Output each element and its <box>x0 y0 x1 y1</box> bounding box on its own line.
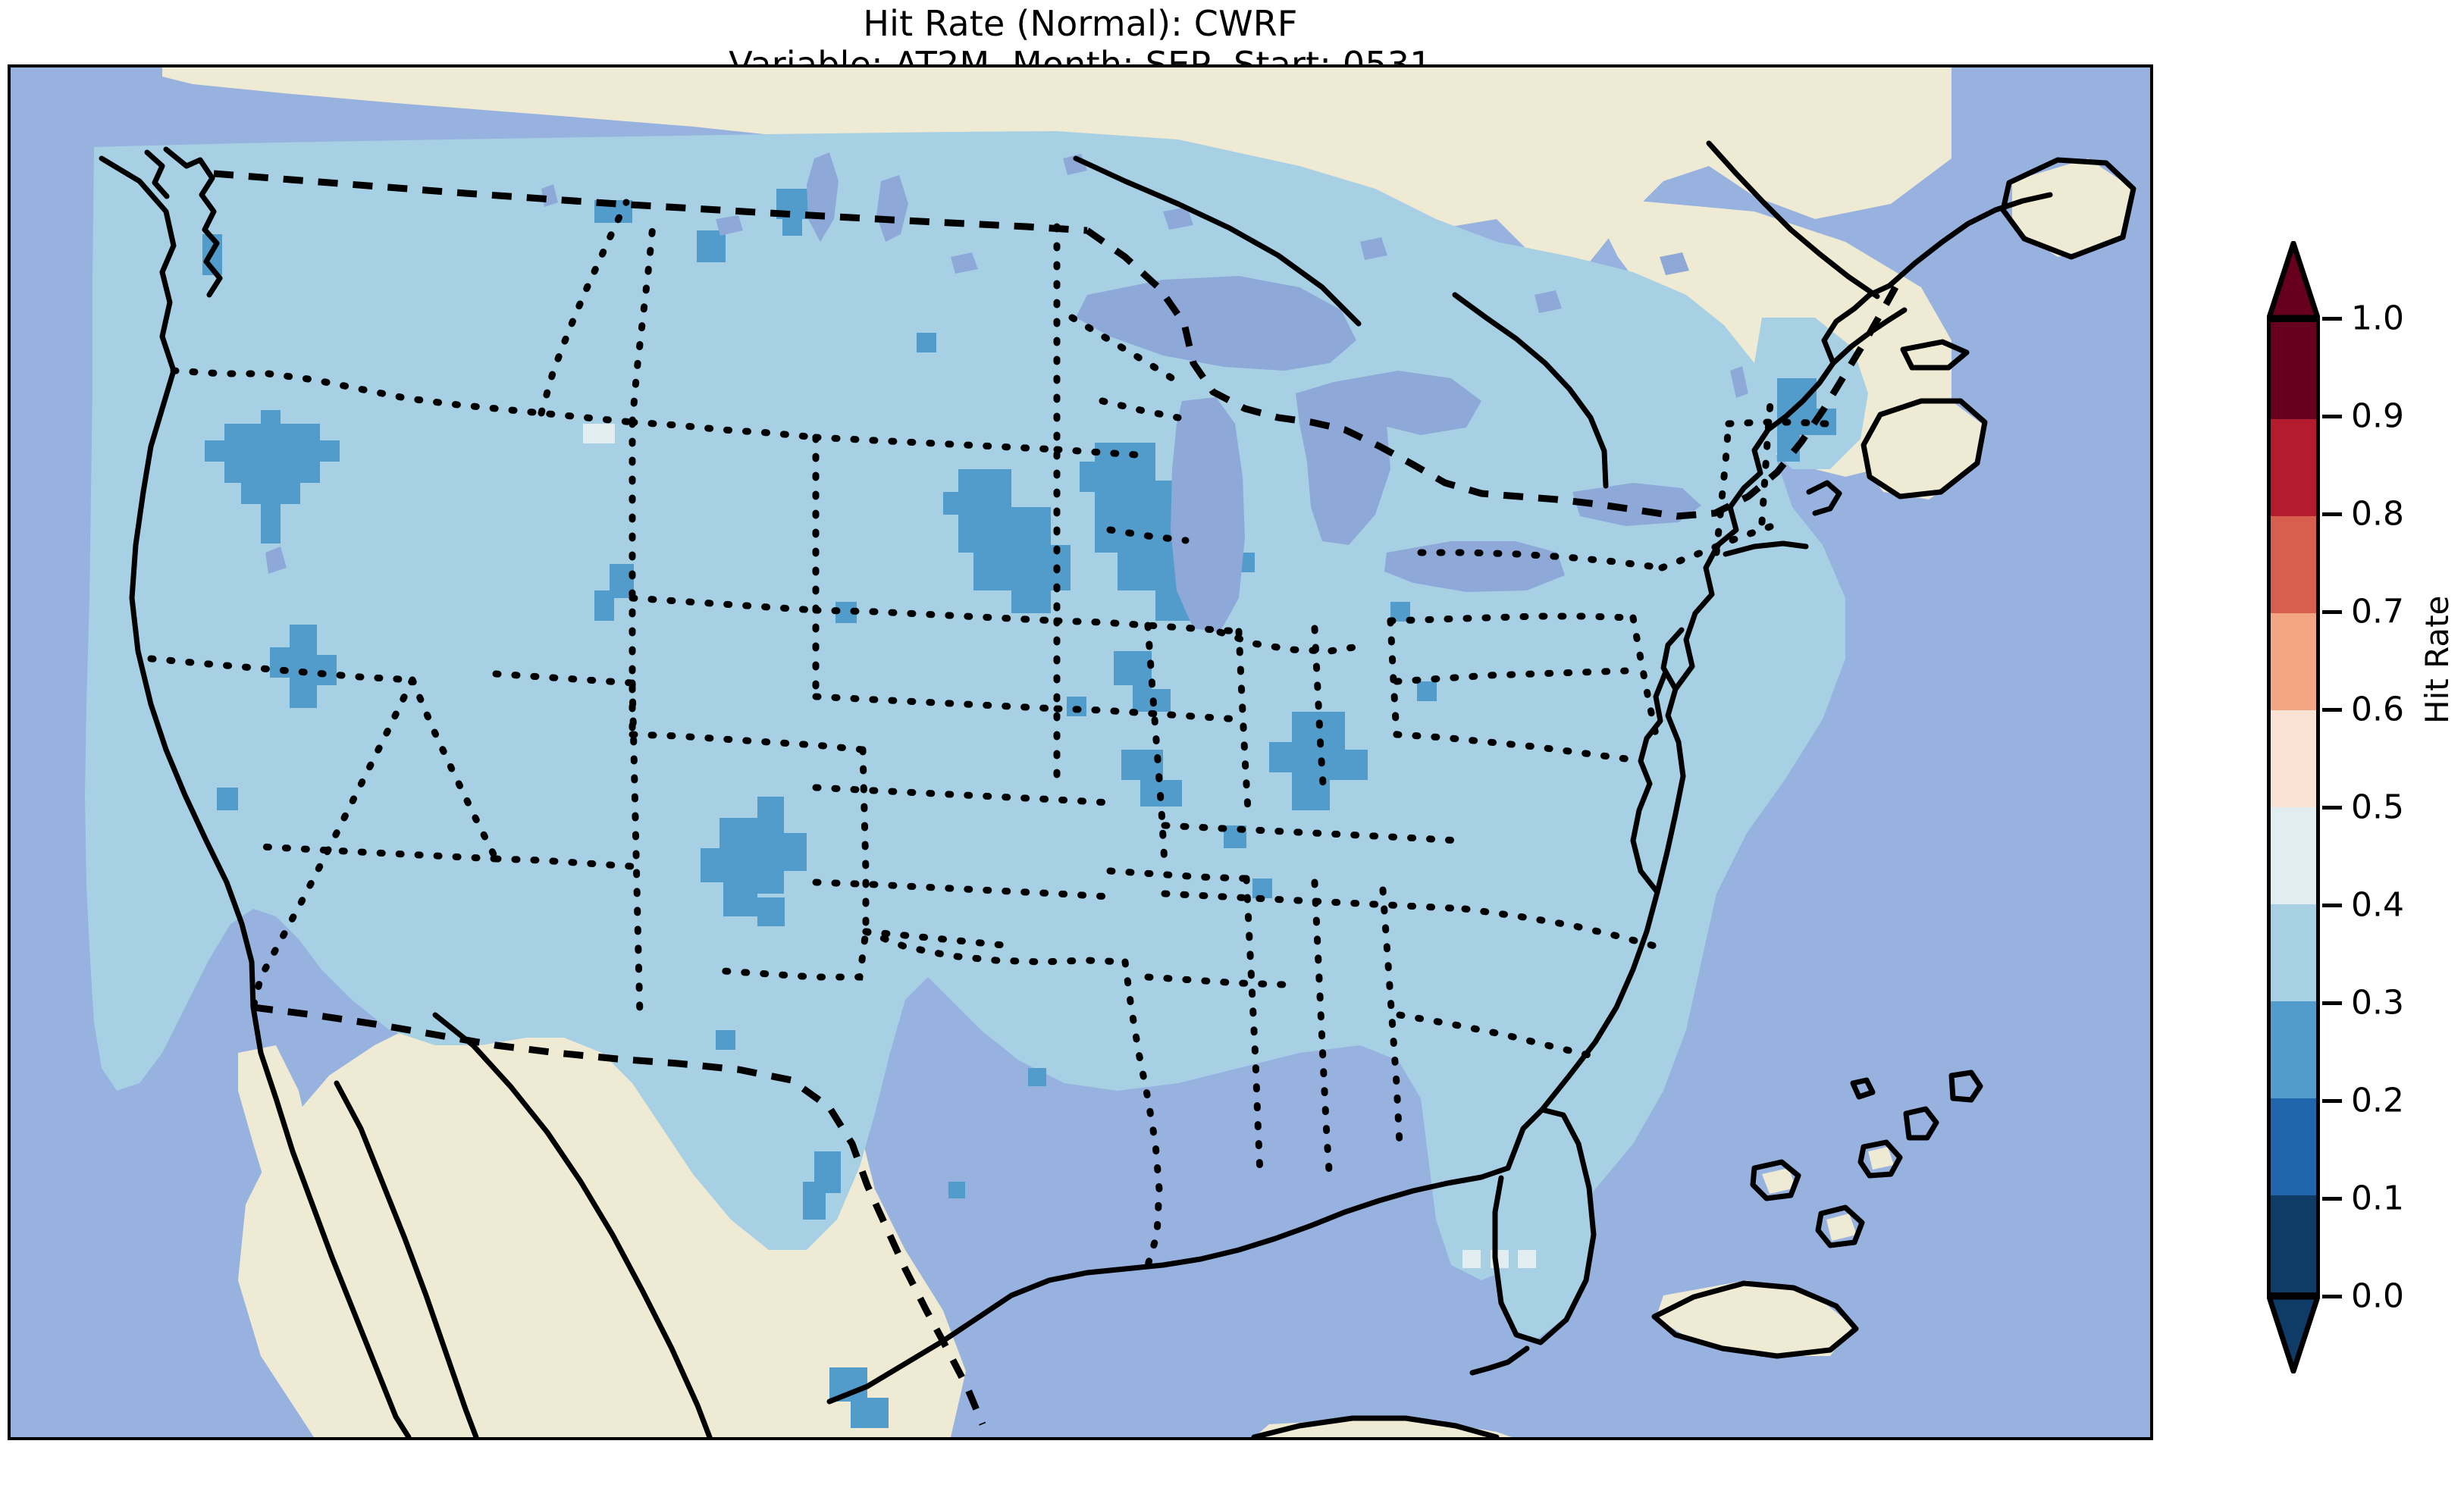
colorbar-ticklabel-0.9: 0.9 <box>2351 396 2404 436</box>
colorbar-ticklabel-0.6: 0.6 <box>2351 690 2404 729</box>
colorbar-ticklabel-0.5: 0.5 <box>2351 788 2404 827</box>
colorbar-ticklabel-0.8: 0.8 <box>2351 494 2404 534</box>
colorbar-ticklabel-0.7: 0.7 <box>2351 592 2404 631</box>
colorbar-tick-0.8 <box>2322 512 2342 516</box>
country-border-layer <box>213 170 1906 1426</box>
colorbar-over-arrow <box>2267 241 2320 320</box>
colorbar-segment-0.8-0.9 <box>2271 419 2316 516</box>
coastline-layer <box>99 140 2136 1437</box>
lakes-layer <box>265 152 1748 632</box>
colorbar-segment-0.3-0.4 <box>2271 904 2316 1001</box>
colorbar-segment-0.2-0.3 <box>2271 1001 2316 1098</box>
colorbar-tick-0.0 <box>2322 1295 2342 1298</box>
colorbar-ticklabel-0.4: 0.4 <box>2351 885 2404 925</box>
colorbar-segment-0.4-0.5 <box>2271 807 2316 904</box>
colorbar-ticklabel-0.2: 0.2 <box>2351 1081 2404 1120</box>
colorbar[interactable]: 1.0 0.9 0.8 0.7 0.6 0.5 0.4 0.3 0.2 0.1 … <box>2256 227 2464 1387</box>
colorbar-tick-0.1 <box>2322 1197 2342 1201</box>
colorbar-segment-0.6-0.7 <box>2271 613 2316 710</box>
map-graphic <box>11 67 2150 1437</box>
colorbar-segment-0.0-0.1 <box>2271 1195 2316 1292</box>
hitrate-cells-020-030 <box>202 189 1836 1428</box>
colorbar-tick-0.6 <box>2322 708 2342 712</box>
colorbar-ticklabel-1.0: 1.0 <box>2351 299 2404 338</box>
title-line-1: Hit Rate (Normal): CWRF <box>863 3 1298 44</box>
map-axes[interactable] <box>8 64 2153 1440</box>
colorbar-tick-0.9 <box>2322 415 2342 418</box>
colorbar-tick-0.3 <box>2322 1001 2342 1005</box>
colorbar-segment-0.1-0.2 <box>2271 1098 2316 1195</box>
colorbar-tick-0.7 <box>2322 610 2342 614</box>
colorbar-under-arrow <box>2267 1295 2320 1373</box>
colorbar-tick-0.5 <box>2322 806 2342 810</box>
colorbar-body[interactable] <box>2267 318 2320 1296</box>
colorbar-tick-0.2 <box>2322 1099 2342 1103</box>
colorbar-tick-0.4 <box>2322 904 2342 907</box>
colorbar-segment-0.5-0.6 <box>2271 710 2316 807</box>
colorbar-tick-1.0 <box>2322 317 2342 321</box>
colorbar-ticklabel-0.1: 0.1 <box>2351 1179 2404 1218</box>
colorbar-ticklabel-0.3: 0.3 <box>2351 983 2404 1023</box>
map-canvas <box>11 67 2150 1437</box>
colorbar-axis-label: Hit Rate <box>2419 595 2456 724</box>
colorbar-segment-0.9-1.0 <box>2271 322 2316 419</box>
colorbar-segment-0.7-0.8 <box>2271 516 2316 613</box>
colorbar-ticklabel-0.0: 0.0 <box>2351 1276 2404 1316</box>
state-border-layer <box>147 199 1829 1269</box>
